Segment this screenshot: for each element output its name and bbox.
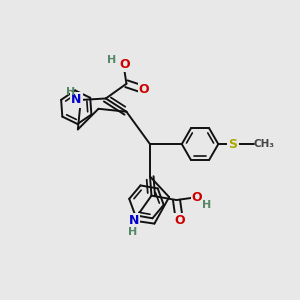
- Text: H: H: [106, 55, 116, 65]
- Text: O: O: [174, 214, 185, 227]
- Text: S: S: [229, 138, 238, 151]
- Text: N: N: [129, 214, 139, 227]
- Text: CH₃: CH₃: [254, 139, 274, 149]
- Text: O: O: [120, 58, 130, 70]
- Text: O: O: [192, 190, 203, 204]
- Text: H: H: [202, 200, 211, 210]
- Text: H: H: [66, 87, 75, 97]
- Text: N: N: [71, 93, 82, 106]
- Text: H: H: [128, 227, 137, 237]
- Text: O: O: [139, 83, 149, 96]
